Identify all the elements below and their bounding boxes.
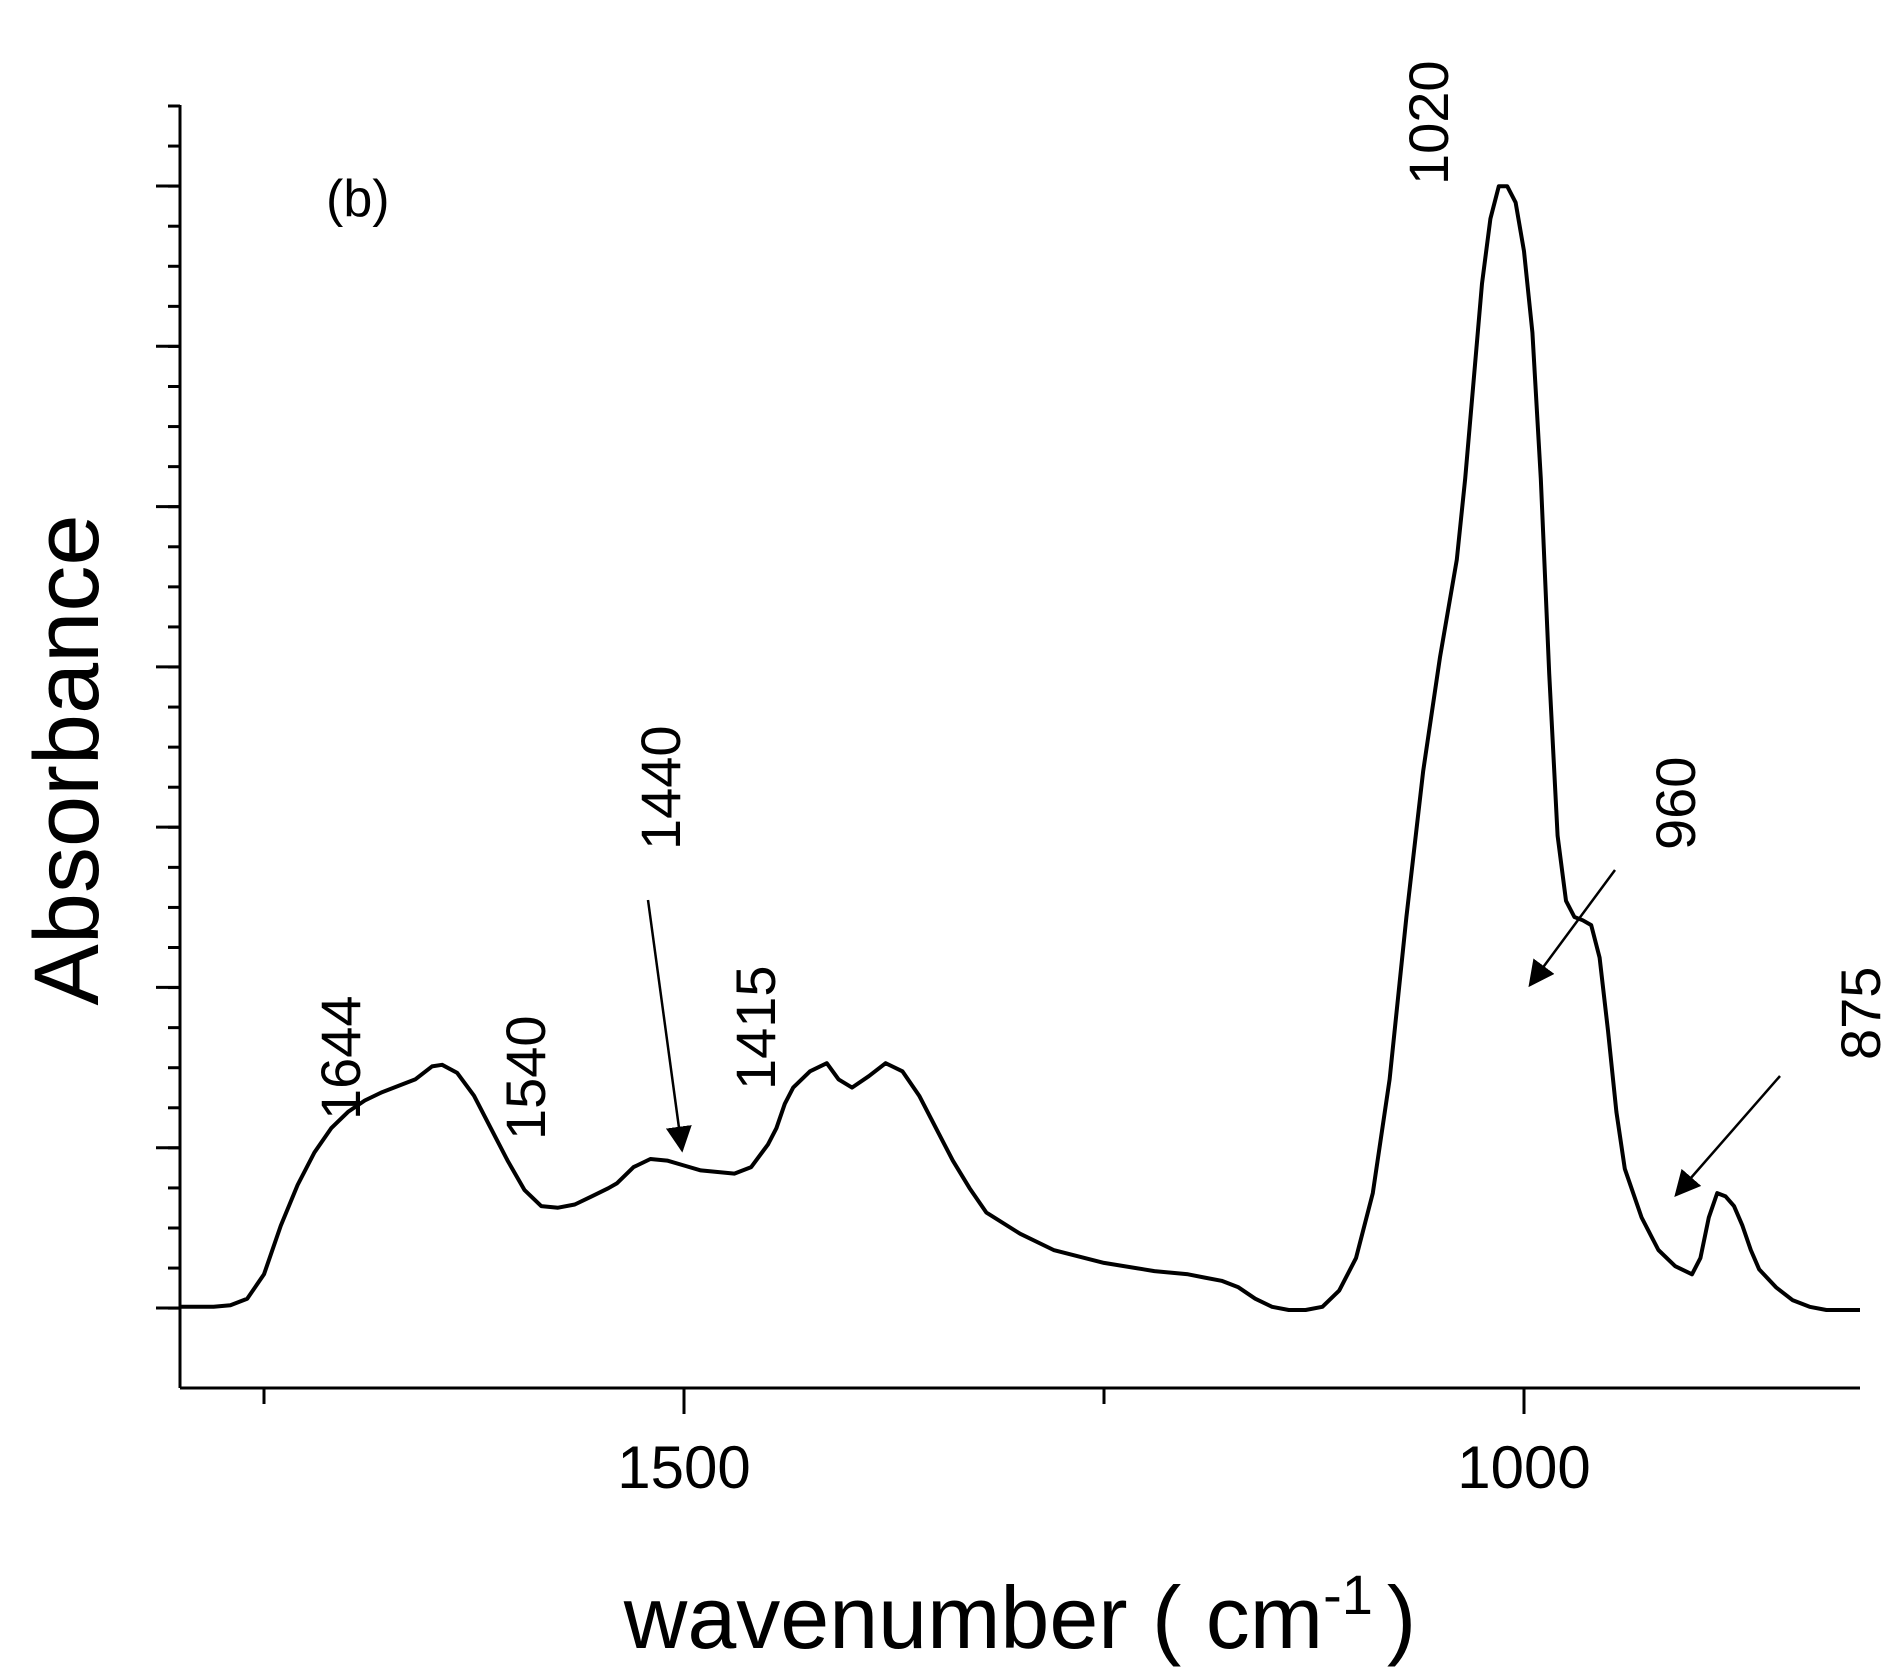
peak-label-960: 960 bbox=[1644, 757, 1707, 850]
x-axis-title-main: wavenumber ( cm bbox=[623, 1568, 1323, 1667]
panel-label: (b) bbox=[326, 170, 390, 228]
peak-label-1020: 1020 bbox=[1397, 60, 1460, 185]
plot-area bbox=[180, 184, 1860, 1312]
axes: 1500 1000 bbox=[156, 104, 1860, 1501]
axis-titles: Absorbance wavenumber ( cm-1) (b) bbox=[16, 170, 1416, 1667]
peak-label-1540: 1540 bbox=[494, 1015, 557, 1140]
y-axis-title: Absorbance bbox=[16, 515, 118, 1006]
peak-label-1440: 1440 bbox=[629, 725, 692, 850]
x-tick-label: 1500 bbox=[617, 1434, 750, 1501]
x-axis-title-suffix: ) bbox=[1387, 1568, 1416, 1667]
peak-arrow-875 bbox=[1674, 1075, 1781, 1197]
peak-label-1415: 1415 bbox=[724, 965, 787, 1090]
peak-arrow-1440 bbox=[646, 899, 692, 1153]
x-axis-title-superscript: -1 bbox=[1323, 1563, 1373, 1626]
x-tick-label: 1000 bbox=[1457, 1434, 1590, 1501]
annotations: 1644 1540 1440 1415 1020 960 875 bbox=[309, 60, 1883, 1197]
peak-label-875: 875 bbox=[1829, 967, 1883, 1060]
peak-arrow-960 bbox=[1528, 869, 1617, 988]
peak-label-1644: 1644 bbox=[309, 995, 372, 1120]
x-axis-title: wavenumber ( cm-1) bbox=[623, 1563, 1416, 1667]
spectrum-line bbox=[180, 184, 1860, 1312]
